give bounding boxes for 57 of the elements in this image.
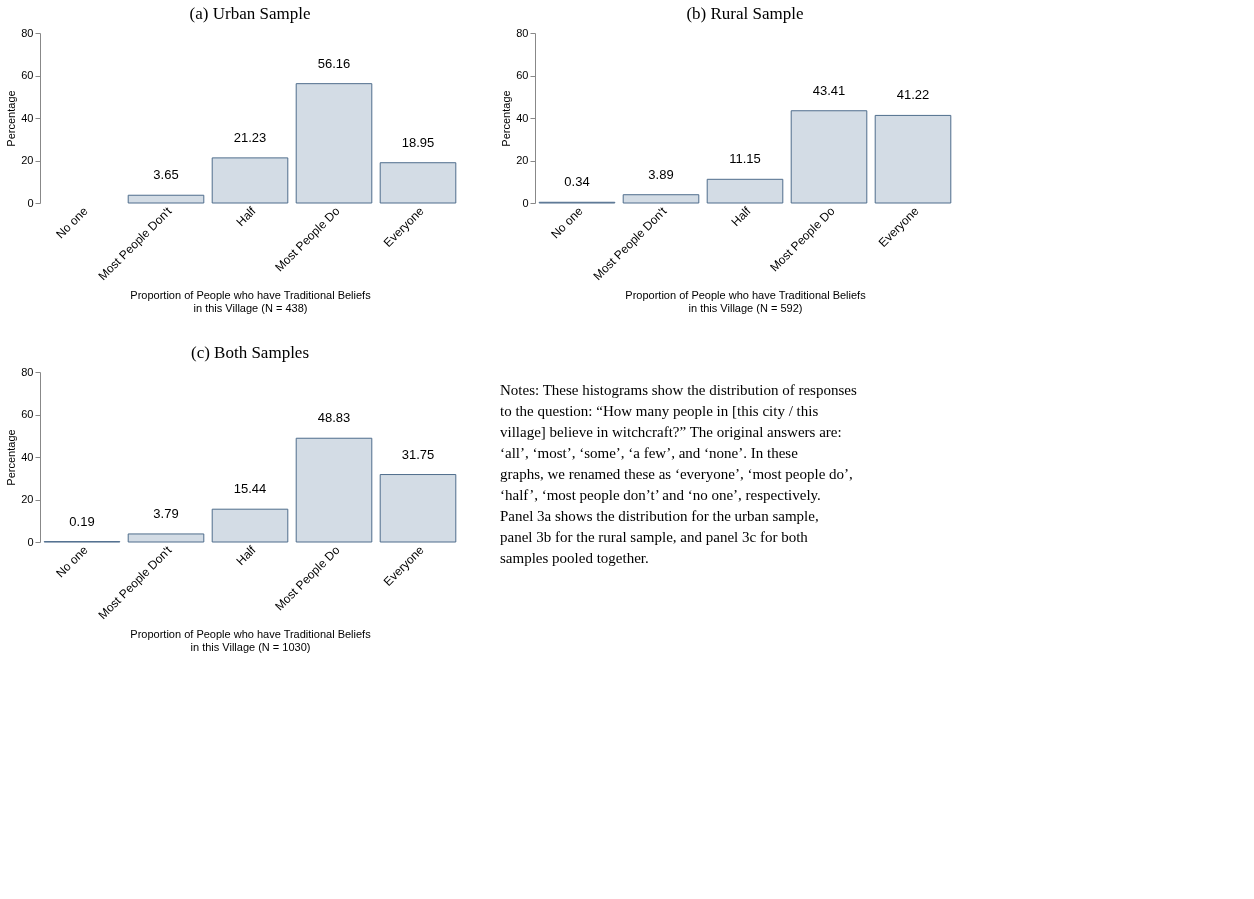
- data-label: 3.79: [153, 505, 179, 521]
- x-tick-label: Half: [728, 203, 754, 230]
- y-tick-label: 80: [21, 365, 34, 378]
- y-tick-label: 40: [21, 111, 34, 124]
- data-label: 31.75: [401, 446, 435, 462]
- data-label: 21.23: [233, 129, 267, 145]
- bar: [379, 162, 457, 204]
- y-axis-title: Percentage: [5, 90, 18, 147]
- bar: [127, 194, 205, 204]
- bar: [622, 194, 700, 204]
- y-tick-label: 0: [522, 196, 529, 209]
- y-tick-label: 20: [516, 154, 529, 166]
- y-tick-label: 60: [21, 69, 34, 81]
- x-axis-title: Proportion of People who have Traditional Beliefs in this Village (N = 1030): [130, 628, 372, 654]
- x-tick-label: No one: [548, 203, 586, 242]
- y-axis-title: Percentage: [500, 90, 513, 147]
- x-tick-label: Half: [233, 542, 259, 569]
- x-tick-label: No one: [53, 203, 91, 242]
- y-tick-label: 60: [21, 408, 34, 420]
- y-tick-label: 20: [21, 493, 34, 505]
- chart-title: (a) Urban Sample: [189, 4, 311, 23]
- y-tick-label: 60: [516, 69, 529, 81]
- y-tick-label: 0: [27, 535, 34, 548]
- chart-title: (b) Rural Sample: [686, 4, 804, 23]
- data-label: 18.95: [401, 134, 435, 150]
- y-tick-label: 40: [516, 111, 529, 124]
- bar: [295, 437, 373, 543]
- y-tick-label: 20: [21, 154, 34, 166]
- y-tick-label: 80: [516, 26, 529, 39]
- bar: [379, 474, 457, 543]
- data-label: 3.65: [153, 167, 179, 183]
- y-tick-label: 0: [27, 196, 34, 209]
- data-label: 11.15: [729, 151, 761, 167]
- data-label: 56.16: [317, 55, 351, 71]
- data-label: 48.83: [317, 410, 351, 426]
- text: Notes: These histograms show the distribution of responses to the question: “How many people in [this city / this village] believe in witchcraft?” The original answers are: ‘all’, ‘most’, ‘some’, ‘a few’, and ‘none’. In these graphs, we renamed these as ‘everyone’, ‘most people do’, ‘half’, ‘most people don’t’ and ‘no one’, respectively. Panel 3a shows the distribution for the urban sample, panel 3b for the rural sample, and panel 3c for both samples pooled together.: [500, 381, 857, 566]
- chart-title: (c) Both Samples: [190, 343, 310, 362]
- data-label: 41.22: [896, 87, 930, 103]
- data-label: 43.41: [812, 82, 846, 98]
- bar: [211, 157, 289, 204]
- bar: [211, 508, 289, 543]
- bar: [790, 110, 868, 204]
- data-label: 0.19: [69, 513, 95, 529]
- x-tick-label: Half: [233, 203, 259, 230]
- y-tick-label: 80: [21, 26, 34, 39]
- x-axis-title: Proportion of People who have Traditional Beliefs in this Village (N = 592): [625, 289, 867, 315]
- bar: [127, 533, 205, 543]
- bar: [295, 83, 373, 204]
- y-tick-label: 40: [21, 450, 34, 463]
- data-label: 0.34: [564, 174, 590, 190]
- data-label: 3.89: [648, 166, 674, 182]
- y-axis-title: Percentage: [5, 429, 18, 486]
- x-axis-title: Proportion of People who have Traditional Beliefs in this Village (N = 438): [130, 289, 372, 315]
- data-label: 15.44: [233, 481, 267, 497]
- x-tick-label: No one: [53, 542, 91, 581]
- bar: [706, 178, 784, 204]
- bar: [874, 114, 952, 204]
